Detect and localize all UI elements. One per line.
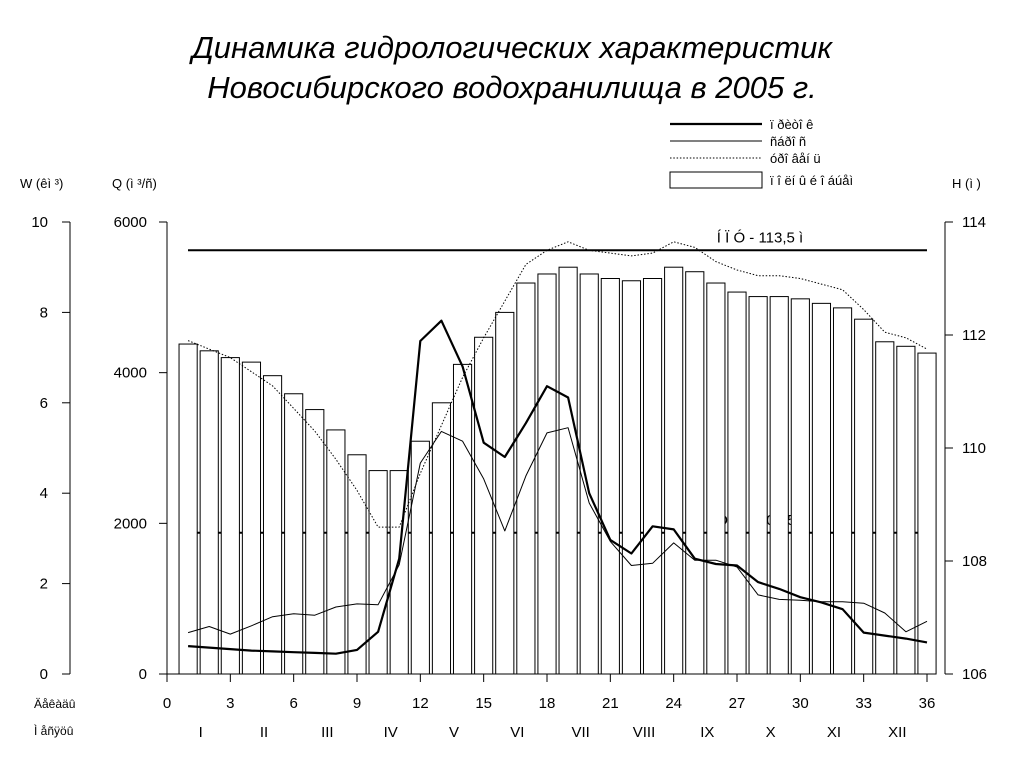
series-line-3	[187, 241, 928, 528]
volume-bar-30	[790, 298, 810, 675]
month-label-XI: XI	[827, 724, 841, 741]
x-tick-label-18: 18	[539, 695, 556, 712]
x-tick-label-3: 3	[226, 695, 234, 712]
volume-bar-24	[664, 266, 684, 675]
axes: 0 3 6 9 12 15 18 21 24 27 30 33 36I II III IV V VI VII VIII…	[20, 176, 987, 741]
legend-label-3: ï î ëí û é î áúåì	[770, 173, 853, 188]
series-line-2	[187, 427, 928, 635]
volume-bar-33	[854, 318, 874, 675]
x-tick-label-27: 27	[729, 695, 746, 712]
volume-bar-5	[262, 375, 283, 675]
volume-bar-9	[347, 454, 367, 675]
h-tick-label-114: 114	[962, 214, 986, 231]
series-line-1	[188, 319, 928, 655]
volume-bar-8	[326, 429, 346, 675]
volume-bar-16	[495, 311, 515, 675]
month-label-VI: VI	[510, 724, 524, 741]
months-axis-title: Ì åñÿöû	[34, 723, 73, 738]
x-tick-label-30: 30	[792, 695, 809, 712]
month-label-II: II	[260, 724, 268, 741]
x-tick-label-36: 36	[919, 695, 936, 712]
w-tick-label-6: 6	[40, 395, 48, 412]
w-axis-title: W (êì ³)	[20, 176, 63, 191]
volume-bar-23	[642, 278, 663, 675]
month-label-IX: IX	[700, 724, 714, 741]
x-tick-label-15: 15	[475, 695, 492, 712]
x-tick-label-6: 6	[289, 695, 297, 712]
volume-bar-10	[368, 470, 388, 675]
volume-bar-1	[178, 343, 198, 675]
x-tick-label-33: 33	[855, 695, 872, 712]
volume-bar-35	[896, 345, 916, 675]
volume-bar-21	[600, 278, 620, 675]
volume-bar-32	[832, 307, 853, 675]
volume-bar-15	[474, 336, 494, 675]
q-axis-title: Q (ì ³/ñ)	[112, 176, 157, 191]
w-tick-label-8: 8	[40, 304, 48, 321]
h-tick-label-110: 110	[962, 440, 986, 457]
month-label-III: III	[321, 724, 334, 741]
h-axis-title: H (ì )	[952, 176, 981, 191]
month-label-X: X	[766, 724, 776, 741]
month-label-IV: IV	[384, 724, 398, 741]
volume-bar-31	[811, 302, 832, 675]
volume-bar-2	[199, 350, 219, 675]
legend-label-1: ñáðî ñ	[770, 134, 806, 149]
h-tick-label-112: 112	[962, 327, 986, 344]
month-label-VIII: VIII	[633, 724, 656, 741]
q-tick-label-6000: 6000	[114, 214, 147, 231]
x-tick-label-9: 9	[353, 695, 361, 712]
month-label-I: I	[199, 724, 203, 741]
month-label-XII: XII	[888, 724, 906, 741]
x-axis-title: Äåêàäû	[34, 697, 75, 711]
h-tick-label-108: 108	[962, 553, 987, 570]
volume-bar-28	[748, 296, 768, 675]
month-label-VII: VII	[571, 724, 589, 741]
volume-bar-4	[241, 361, 262, 675]
legend: ï ðèòî ê ñáðî ñ óðî âåí ü ï î ëí û é î áúåì	[669, 117, 853, 189]
chart-title-line-2: Новосибирского водохранилища в 2005 г.	[207, 70, 817, 105]
q-tick-label-2000: 2000	[114, 515, 147, 532]
x-tick-label-0: 0	[163, 695, 171, 712]
volume-bar-25	[685, 271, 705, 675]
volume-bar-3	[220, 357, 240, 675]
volume-bar-7	[305, 409, 325, 675]
volume-bar-27	[727, 291, 747, 675]
volume-bar-34	[875, 341, 895, 675]
x-tick-label-24: 24	[665, 695, 682, 712]
volume-bar-19	[558, 266, 578, 675]
volume-bar-22	[621, 280, 642, 675]
legend-swatch-3	[669, 171, 763, 189]
volume-bar-20	[579, 273, 599, 675]
volume-bar-18	[537, 273, 557, 675]
volume-bar-17	[516, 282, 536, 675]
volume-bar-36	[917, 352, 937, 675]
x-tick-label-21: 21	[602, 695, 619, 712]
series-lines	[187, 241, 928, 655]
w-tick-label-10: 10	[31, 214, 48, 231]
legend-label-0: ï ðèòî ê	[770, 117, 813, 132]
volume-bar-29	[769, 296, 789, 675]
q-tick-label-0: 0	[139, 666, 147, 683]
q-tick-label-4000: 4000	[114, 365, 147, 382]
h-tick-label-106: 106	[962, 666, 987, 683]
w-tick-label-2: 2	[40, 576, 48, 593]
month-label-V: V	[449, 724, 459, 741]
volume-bars	[178, 266, 937, 675]
chart-title-line-1: Динамика гидрологических характеристик	[191, 30, 833, 65]
volume-bar-26	[706, 282, 726, 675]
volume-bar-14	[452, 363, 473, 675]
chart-title: Динамика гидрологических характеристик Н…	[0, 28, 1024, 108]
reference-line-label-0: Í Ï Ó - 113,5 ì	[717, 229, 803, 246]
w-tick-label-0: 0	[40, 666, 48, 683]
w-tick-label-4: 4	[40, 485, 48, 502]
legend-label-2: óðî âåí ü	[770, 151, 821, 166]
volume-bar-13	[431, 402, 452, 675]
volume-bar-12	[410, 440, 430, 675]
volume-bar-6	[284, 393, 304, 675]
x-tick-label-12: 12	[412, 695, 429, 712]
